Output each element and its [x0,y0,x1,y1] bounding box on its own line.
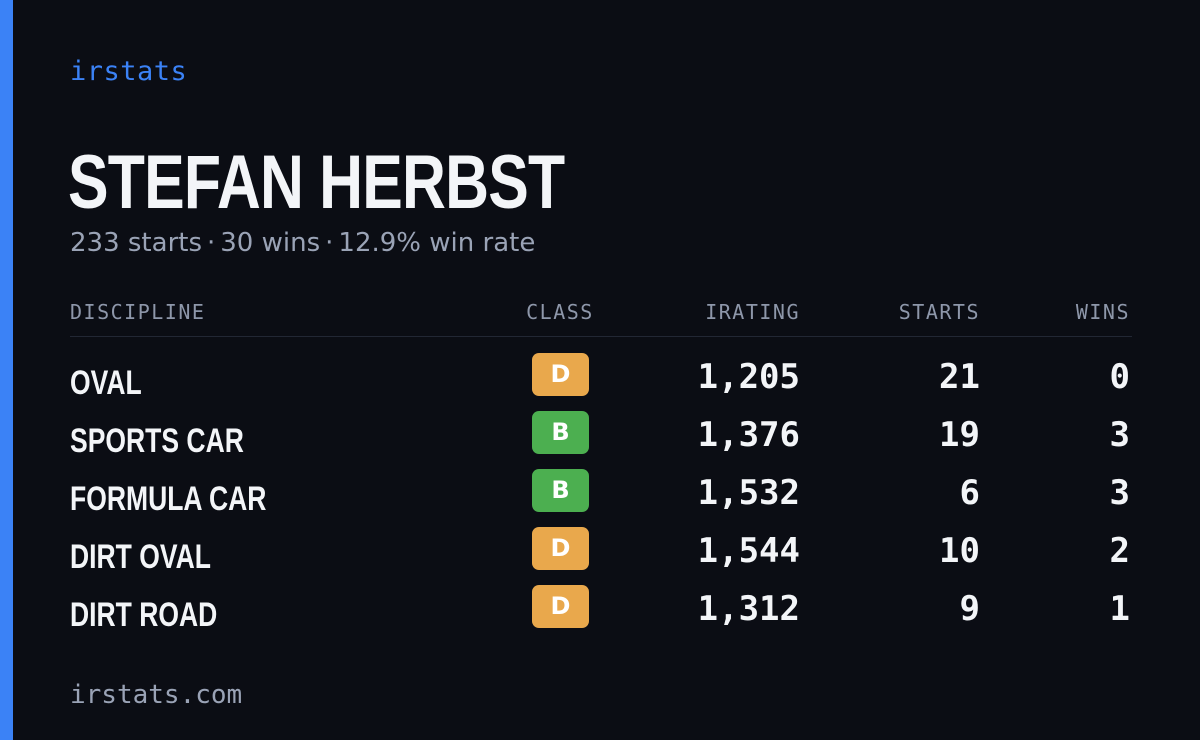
header-discipline: DISCIPLINE [70,300,206,324]
discipline-name: OVAL [70,364,142,402]
wins-value: 2 [1109,531,1130,571]
header-starts: STARTS [898,300,980,324]
table-row: DIRT ROAD D 1,312 9 1 [70,585,1132,643]
irating-value: 1,376 [697,415,800,455]
summary-separator: · [207,228,216,258]
starts-value: 21 [939,357,980,397]
table-row: SPORTS CAR B 1,376 19 3 [70,411,1132,469]
table-header: DISCIPLINE CLASS IRATING STARTS WINS [70,300,1132,337]
wins-value: 1 [1109,589,1130,629]
accent-bar [0,0,13,740]
table-row: FORMULA CAR B 1,532 6 3 [70,469,1132,527]
irating-value: 1,544 [697,531,800,571]
class-badge: D [532,527,589,570]
starts-value: 6 [959,473,980,513]
class-badge: D [532,353,589,396]
wins-value: 0 [1109,357,1130,397]
class-badge: D [532,585,589,628]
table-row: OVAL D 1,205 21 0 [70,353,1132,411]
header-irating: IRATING [705,300,800,324]
summary-separator: · [325,228,334,258]
starts-value: 9 [959,589,980,629]
wins-value: 3 [1109,473,1130,513]
class-badge: B [532,411,589,454]
irating-value: 1,205 [697,357,800,397]
header-wins: WINS [1075,300,1130,324]
header-class: CLASS [526,300,594,324]
summary-starts: 233 starts [70,228,202,258]
starts-value: 10 [939,531,980,571]
summary-win-rate: 12.9% win rate [338,228,536,258]
discipline-name: DIRT OVAL [70,538,211,576]
starts-value: 19 [939,415,980,455]
discipline-name: DIRT ROAD [70,596,218,634]
footer-url: irstats.com [70,680,243,710]
summary-wins: 30 wins [220,228,321,258]
table-row: DIRT OVAL D 1,544 10 2 [70,527,1132,585]
wins-value: 3 [1109,415,1130,455]
discipline-name: SPORTS CAR [70,422,244,460]
stats-summary: 233 starts · 30 wins · 12.9% win rate [70,228,535,258]
irating-value: 1,532 [697,473,800,513]
table-body: OVAL D 1,205 21 0 SPORTS CAR B 1,376 19 … [70,337,1132,643]
irating-value: 1,312 [697,589,800,629]
discipline-name: FORMULA CAR [70,480,267,518]
driver-name: STEFAN HERBST [68,140,565,225]
brand-logo-text: irstats [70,56,188,87]
class-badge: B [532,469,589,512]
discipline-table: DISCIPLINE CLASS IRATING STARTS WINS OVA… [70,300,1132,643]
